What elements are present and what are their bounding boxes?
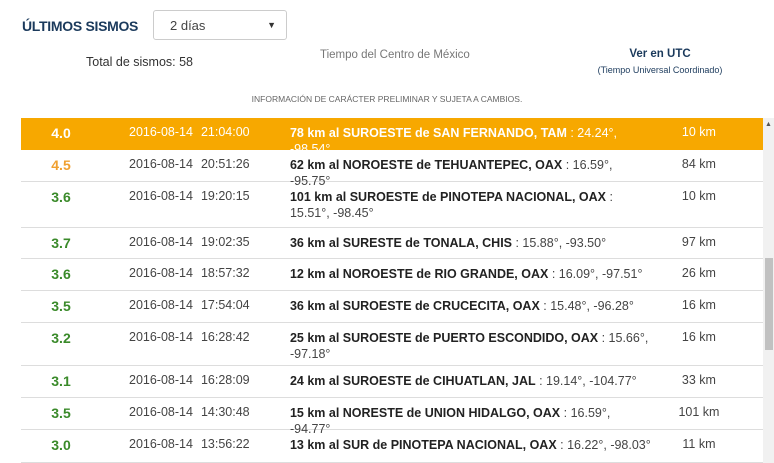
depth: 84 km: [681, 157, 716, 171]
coordinates: : 16.59°, -95.75°: [289, 158, 613, 188]
magnitude: 3.5: [51, 405, 71, 421]
date: 2016-08-14: [129, 235, 193, 249]
magnitude: 4.0: [51, 125, 71, 141]
timezone-label: Tiempo del Centro de México: [320, 49, 470, 61]
coordinates: : 19.14°, -104.77°: [535, 374, 637, 388]
place: 36 km al SUROESTE de CRUCECITA, OAX: [289, 299, 540, 313]
coordinates: : 16.22°, -98.03°: [556, 438, 651, 452]
date: 2016-08-14: [129, 189, 193, 203]
table-row[interactable]: 3.2 2016-08-14 16:28:42 25 km al SUROEST…: [21, 323, 763, 366]
time: 19:20:15: [200, 189, 250, 203]
location: 25 km al SUROESTE de PUERTO ESCONDIDO, O…: [274, 330, 654, 365]
date: 2016-08-14: [129, 266, 193, 280]
scroll-up-icon[interactable]: ▲: [765, 121, 772, 128]
depth: 10 km: [681, 189, 716, 203]
location: 101 km al SUROESTE de PINOTEPA NACIONAL,…: [274, 189, 654, 227]
page-title: ÚLTIMOS SISMOS: [22, 18, 139, 34]
magnitude: 4.5: [51, 157, 71, 173]
time: 14:30:48: [200, 405, 250, 419]
period-value: 2 días: [170, 18, 206, 33]
depth: 33 km: [681, 373, 716, 387]
time: 20:51:26: [200, 157, 250, 171]
date: 2016-08-14: [129, 330, 193, 344]
place: 25 km al SUROESTE de PUERTO ESCONDIDO, O…: [289, 331, 599, 345]
period-select[interactable]: 2 días ▼: [153, 10, 287, 40]
depth: 11 km: [682, 437, 716, 451]
time: 18:57:32: [200, 266, 250, 280]
coordinates: : 16.09°, -97.51°: [548, 267, 643, 281]
time: 19:02:35: [200, 235, 250, 249]
magnitude: 3.6: [51, 266, 71, 282]
time: 17:54:04: [200, 298, 250, 312]
scrollbar[interactable]: ▲: [763, 118, 774, 463]
coordinates: : 15.66°, -97.18°: [289, 331, 649, 361]
location: 78 km al SUROESTE de SAN FERNANDO, TAM :…: [274, 125, 654, 156]
coordinates: : 15.51°, -98.45°: [289, 190, 613, 220]
depth: 97 km: [681, 235, 716, 249]
place: 101 km al SUROESTE de PINOTEPA NACIONAL,…: [289, 190, 606, 204]
preliminary-notice: INFORMACIÓN DE CARÁCTER PRELIMINAR Y SUJ…: [251, 94, 523, 104]
table-row[interactable]: 3.6 2016-08-14 18:57:32 12 km al NOROEST…: [21, 259, 763, 291]
place: 78 km al SUROESTE de SAN FERNANDO, TAM: [289, 126, 567, 140]
place: 13 km al SUR de PINOTEPA NACIONAL, OAX: [289, 438, 557, 452]
location: 36 km al SURESTE de TONALA, CHIS : 15.88…: [274, 235, 654, 258]
place: 15 km al NORESTE de UNION HIDALGO, OAX: [289, 406, 561, 420]
table-row[interactable]: 3.0 2016-08-14 13:56:22 13 km al SUR de …: [21, 430, 763, 463]
table-row[interactable]: 3.5 2016-08-14 17:54:04 36 km al SUROEST…: [21, 291, 763, 323]
table-row[interactable]: 3.1 2016-08-14 16:28:09 24 km al SUROEST…: [21, 366, 763, 398]
magnitude: 3.0: [51, 437, 71, 453]
earthquake-table: 4.0 2016-08-14 21:04:00 78 km al SUROEST…: [21, 118, 763, 463]
chevron-down-icon: ▼: [267, 20, 276, 30]
table-row[interactable]: 3.6 2016-08-14 19:20:15 101 km al SUROES…: [21, 182, 763, 228]
depth: 10 km: [681, 125, 716, 139]
magnitude: 3.2: [51, 330, 71, 346]
depth: 16 km: [681, 330, 716, 344]
location: 13 km al SUR de PINOTEPA NACIONAL, OAX :…: [274, 437, 654, 462]
date: 2016-08-14: [129, 298, 193, 312]
view-utc-link[interactable]: Ver en UTC: [629, 48, 691, 60]
location: 62 km al NOROESTE de TEHUANTEPEC, OAX : …: [274, 157, 654, 188]
magnitude: 3.1: [51, 373, 71, 389]
magnitude: 3.5: [51, 298, 71, 314]
location: 12 km al NOROESTE de RIO GRANDE, OAX : 1…: [274, 266, 654, 290]
table-row[interactable]: 4.5 2016-08-14 20:51:26 62 km al NOROEST…: [21, 150, 763, 188]
location: 36 km al SUROESTE de CRUCECITA, OAX : 15…: [274, 298, 654, 322]
coordinates: : 15.48°, -96.28°: [539, 299, 634, 313]
time: 16:28:09: [200, 373, 250, 387]
time: 21:04:00: [200, 125, 250, 139]
depth: 26 km: [681, 266, 716, 280]
coordinates: : 15.88°, -93.50°: [512, 236, 607, 250]
place: 62 km al NOROESTE de TEHUANTEPEC, OAX: [289, 158, 563, 172]
location: 24 km al SUROESTE de CIHUATLAN, JAL : 19…: [274, 373, 654, 397]
coordinates: : 24.24°, -98.54°: [289, 126, 618, 156]
time: 16:28:42: [200, 330, 250, 344]
date: 2016-08-14: [129, 125, 193, 139]
table-row[interactable]: 3.5 2016-08-14 14:30:48 15 km al NORESTE…: [21, 398, 763, 436]
place: 36 km al SURESTE de TONALA, CHIS: [289, 236, 512, 250]
depth: 16 km: [681, 298, 716, 312]
utc-subtitle: (Tiempo Universal Coordinado): [597, 65, 723, 75]
place: 24 km al SUROESTE de CIHUATLAN, JAL: [289, 374, 536, 388]
scrollbar-thumb[interactable]: [765, 258, 773, 350]
place: 12 km al NOROESTE de RIO GRANDE, OAX: [289, 267, 549, 281]
table-row[interactable]: 4.0 2016-08-14 21:04:00 78 km al SUROEST…: [21, 118, 763, 156]
total-count: Total de sismos: 58: [86, 55, 193, 69]
date: 2016-08-14: [129, 373, 193, 387]
date: 2016-08-14: [129, 405, 193, 419]
magnitude: 3.6: [51, 189, 71, 205]
time: 13:56:22: [200, 437, 250, 451]
coordinates: : 16.59°, -94.77°: [289, 406, 611, 436]
depth: 101 km: [678, 405, 720, 419]
table-row[interactable]: 3.7 2016-08-14 19:02:35 36 km al SURESTE…: [21, 228, 763, 259]
date: 2016-08-14: [129, 437, 193, 451]
magnitude: 3.7: [51, 235, 71, 251]
location: 15 km al NORESTE de UNION HIDALGO, OAX :…: [274, 405, 654, 436]
date: 2016-08-14: [129, 157, 193, 171]
